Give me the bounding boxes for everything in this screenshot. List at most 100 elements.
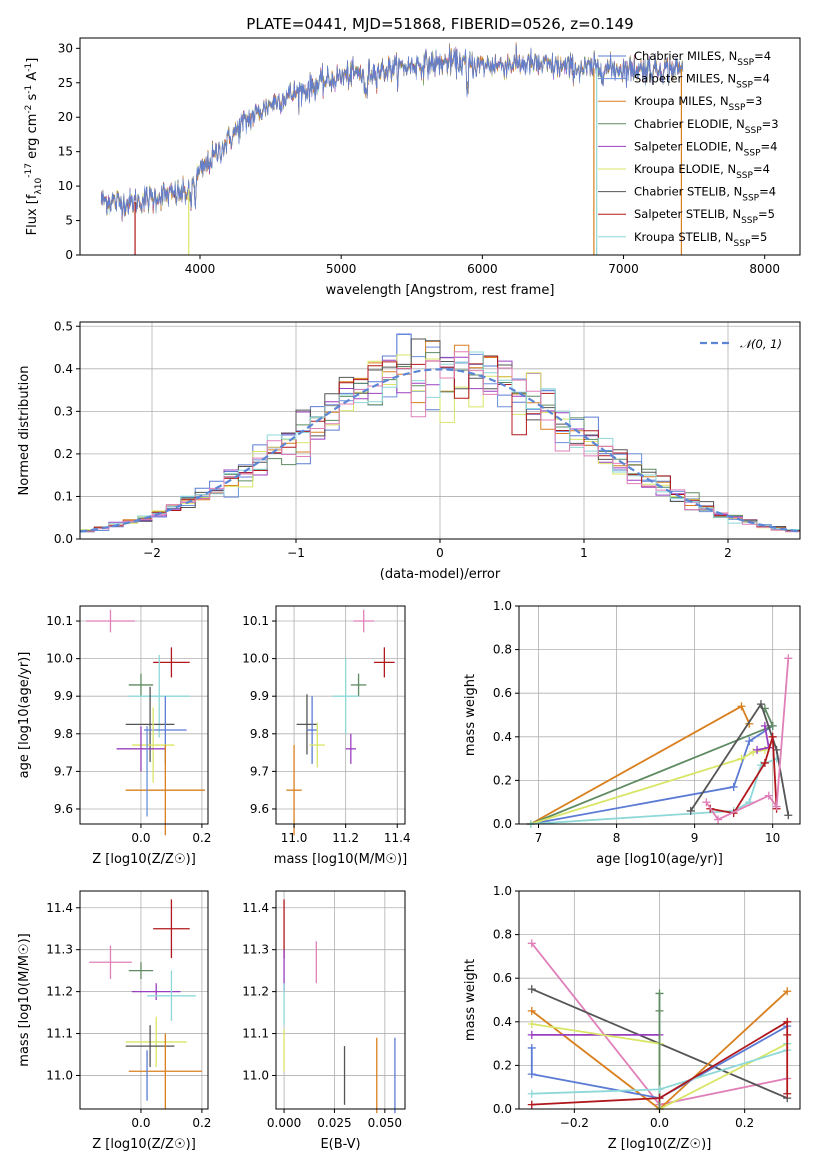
y-axis-label: Flux [fλ10​-17​ erg cm-2​ s-1​ A-1​] [24,58,44,236]
legend-entry: Kroupa ELODIE, NSSP​=4 [634,162,770,181]
x-tick-label: 0 [436,546,444,560]
weight-vs-metallicity-panel: −0.2 0.0 0.2 0.0 0.2 0.4 0.6 0.8 1.0 Z [log10(Z/Z… [463,884,801,1152]
y-tick-label: 11.3 [46,943,73,957]
y-tick-label: 0.4 [54,362,73,376]
x-tick-label: 0.0 [131,831,150,845]
errorbar-point [345,733,356,764]
weight-marker [737,702,746,711]
weight-marker [783,987,792,996]
axes-frame [275,890,406,1110]
x-tick-label: 6000 [467,262,498,276]
x-tick-label: 0.000 [267,1116,301,1130]
weight-marker [655,1094,664,1103]
x-tick-label: 7000 [608,262,639,276]
weight-vs-age-panel: 7 8 9 10 0.0 0.2 0.4 0.6 0.8 1.0 age [log10(age/yr… [463,599,801,867]
histogram-series [79,351,800,539]
errorbar-point [116,726,166,772]
axes-frame [79,37,801,256]
weight-series [530,1025,788,1100]
errorbar-point [125,686,175,762]
weight-marker [655,989,664,998]
x-axis-label: age [log10(age/yr)] [596,852,723,867]
weight-marker [764,791,773,800]
y-tick-label: 9.9 [250,689,269,703]
y-axis-label: mass weight [463,959,478,1041]
y-tick-label: 0.1 [54,489,73,503]
y-tick-label: 9.7 [250,764,269,778]
figure-title: PLATE=0441, MJD=51868, FIBERID=0526, z=0… [246,15,633,33]
weight-series [530,749,766,825]
x-tick-label: 2 [724,546,732,560]
x-tick-label: 4000 [185,262,216,276]
errorbar-point [89,945,132,980]
x-tick-label: 11.2 [332,831,359,845]
age-vs-metallicity-panel: 0.0 0.2 9.6 9.7 9.8 9.9 10.0 10.1 Z [log10(Z/Z☉)… [17,605,211,867]
y-tick-label: 10 [58,179,73,193]
weight-marker [686,806,695,815]
weight-marker [527,1030,536,1039]
normal-curve [79,368,801,533]
legend-entry: Salpeter STELIB, NSSP​=5 [634,207,775,226]
y-tick-label: 11.4 [242,901,269,915]
x-tick-label: 5000 [326,262,357,276]
errorbar-point [296,694,318,755]
weight-marker [655,1085,664,1094]
x-tick-label: −0.2 [560,1116,589,1130]
weight-marker [768,732,777,741]
legend-entry: Chabrier STELIB, NSSP​=4 [634,185,776,204]
weight-marker [753,745,762,754]
y-tick-label: 9.6 [250,802,269,816]
errorbar-point [125,1016,187,1068]
age-vs-mass-panel: 11.0 11.2 11.4 9.6 9.7 9.8 9.9 10.0 10.1 mass [lo… [242,605,411,867]
legend-entry: Kroupa STELIB, NSSP​=5 [634,230,767,249]
y-tick-label: 1.0 [493,884,512,898]
x-tick-label: 0.0 [650,1116,669,1130]
legend-entry: Kroupa MILES, NSSP​=3 [634,94,762,113]
weight-series [530,725,774,825]
x-axis-label: Z [log10(Z/Z☉)] [608,1137,712,1152]
x-axis-label: E(B-V) [320,1137,360,1152]
histogram-series [79,351,800,539]
y-tick-label: 25 [58,76,73,90]
errorbar-point [125,1025,175,1068]
weight-marker [784,654,793,663]
x-tick-label: 9 [691,831,699,845]
x-tick-label: 0.050 [368,1116,402,1130]
weight-marker [737,754,746,763]
weight-marker [756,700,765,709]
y-tick-label: 9.8 [250,727,269,741]
y-axis-label: age [log10(age/yr)] [17,652,32,779]
y-tick-label: 10.1 [242,614,269,628]
errorbar-point [147,970,196,1021]
y-tick-label: 10.0 [242,652,269,666]
y-tick-label: 5 [65,214,73,228]
errorbar-point [128,654,190,738]
weight-series [689,702,790,816]
y-tick-label: 0.2 [493,773,512,787]
spectrum-panel: 4000 5000 6000 7000 8000 0 5 10 15 20 25 30 waveleng… [24,37,801,298]
x-tick-label: 11.0 [281,831,308,845]
weight-marker [745,737,754,746]
y-tick-label: 0.0 [493,817,512,831]
y-tick-label: 0.8 [493,928,512,942]
mass-vs-ebv-panel: 0.000 0.025 0.050 11.0 11.1 11.2 11.3 11.4 E(B-V… [242,890,406,1152]
y-tick-label: 11.2 [242,985,269,999]
weight-marker [527,1043,536,1052]
y-axis-label: mass weight [463,674,478,756]
x-axis-label: mass [log10(M/M☉)] [274,852,407,867]
y-tick-label: 9.7 [54,764,73,778]
y-tick-label: 11.0 [46,1068,73,1082]
weight-marker [527,1006,536,1015]
y-tick-label: 11.0 [242,1068,269,1082]
y-tick-label: 0.5 [54,319,73,333]
y-tick-label: 0 [65,248,73,262]
axes-frame [79,890,209,1110]
x-tick-label: 0.025 [317,1116,351,1130]
x-tick-label: 0.0 [131,1116,150,1130]
y-tick-label: 20 [58,110,73,124]
errorbar-point [131,983,181,1000]
x-tick-label: 11.4 [384,831,411,845]
weight-marker [655,1006,664,1015]
y-tick-label: 15 [58,145,73,159]
weight-marker [768,721,777,730]
